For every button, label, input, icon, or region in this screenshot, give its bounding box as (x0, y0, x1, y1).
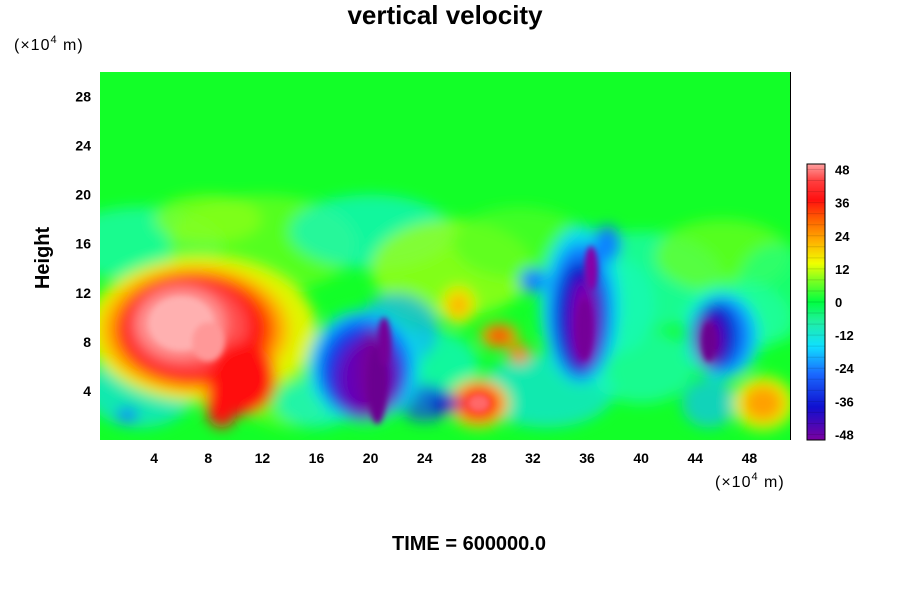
time-label: TIME = 600000.0 (392, 533, 546, 555)
x-tick-label: 8 (204, 450, 212, 466)
x-tick-label: 16 (309, 450, 325, 466)
x-axis-unit: (×104 m) (715, 471, 785, 491)
colorbar-tick-label: -48 (835, 427, 854, 442)
field-contour (508, 344, 531, 364)
field-core (468, 394, 490, 412)
colorbar-tick-label: 12 (835, 262, 849, 277)
y-tick-label: 24 (75, 138, 91, 154)
y-tick-label: 20 (75, 187, 91, 203)
field-core (377, 317, 391, 367)
field-contour (593, 225, 621, 263)
x-tick-label: 24 (417, 450, 433, 466)
colorbar-tick-label: 0 (835, 295, 842, 310)
x-axis-ticks: 4 8 12 16 20 24 28 32 36 40 44 48 (150, 450, 757, 466)
field-smooth-layer (100, 194, 790, 431)
x-tick-label: 44 (688, 450, 704, 466)
colorbar-bands (807, 169, 825, 435)
colorbar-tick-label: -36 (835, 394, 854, 409)
x-tick-label: 48 (742, 450, 758, 466)
colorbar-gradient (806, 163, 826, 441)
velocity-field (100, 194, 790, 431)
field-contour (431, 393, 459, 414)
x-tick-label: 4 (150, 450, 158, 466)
field-core-layer (148, 246, 716, 425)
field-blob (681, 378, 736, 428)
colorbar-tick-label: -24 (835, 361, 855, 376)
plot-area (100, 72, 791, 440)
x-tick-label: 32 (525, 450, 541, 466)
field-contour (488, 327, 510, 345)
colorbar-tick-label: 24 (835, 229, 850, 244)
field-core (584, 246, 598, 291)
colorbar-tick-label: -12 (835, 328, 854, 343)
field-contour (519, 268, 547, 293)
field-contour (116, 408, 138, 423)
y-tick-label: 12 (75, 285, 91, 301)
y-axis-label: Height (32, 227, 54, 290)
x-tick-label: 12 (255, 450, 271, 466)
colorbar-tick-label: 36 (835, 196, 849, 211)
field-contour (205, 378, 238, 428)
colorbar: 48 36 24 12 0 -12 -24 -36 -48 (806, 163, 855, 443)
colorbar-tick-label: 48 (835, 163, 849, 178)
field-core (702, 322, 716, 362)
field-contour (742, 384, 784, 422)
field-core (192, 322, 225, 362)
x-tick-label: 20 (363, 450, 379, 466)
x-tick-label: 40 (633, 450, 649, 466)
colorbar-ticks: 48 36 24 12 0 -12 -24 -36 -48 (835, 163, 855, 443)
y-axis-ticks: 4 8 12 16 20 24 28 (75, 89, 91, 399)
y-tick-label: 16 (75, 236, 91, 252)
field-core (576, 298, 593, 361)
y-tick-label: 28 (75, 89, 91, 105)
x-tick-label: 28 (471, 450, 487, 466)
y-axis-unit: (×104 m) (14, 34, 84, 54)
x-tick-label: 36 (579, 450, 595, 466)
y-tick-label: 8 (83, 334, 91, 350)
y-tick-label: 4 (83, 383, 91, 399)
field-contour (450, 295, 467, 315)
field-blob (154, 194, 263, 244)
chart-title: vertical velocity (347, 0, 543, 30)
